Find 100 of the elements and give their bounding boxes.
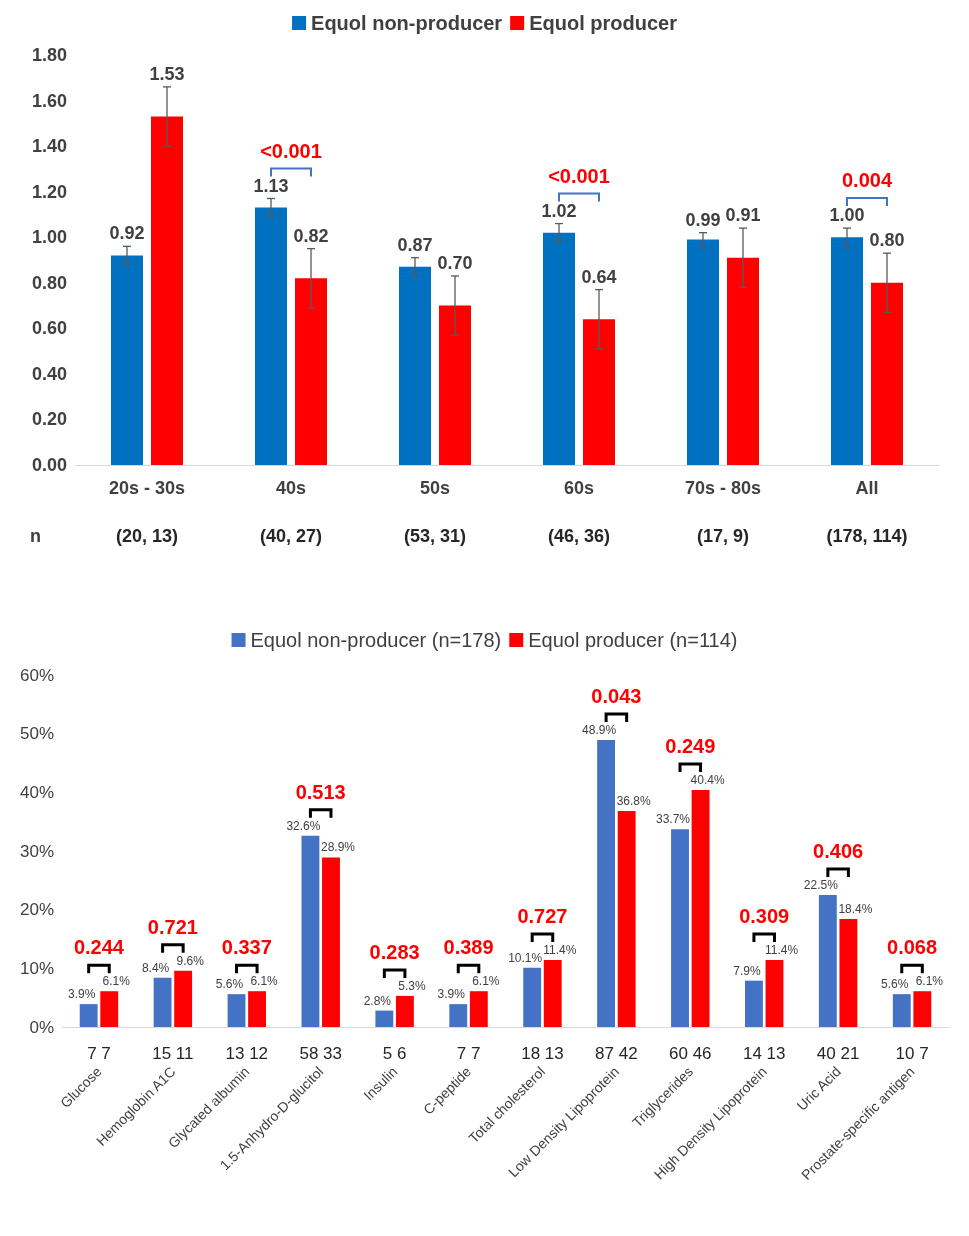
data-label: 0.80 [869,230,905,251]
annotation: <0.001 [548,164,610,187]
y-tick-label: 50% [19,724,54,744]
y-tick-label: 60% [19,665,54,685]
text: (178, 114) [826,526,908,546]
text: 15 11 [152,1044,194,1063]
y-tick-label: 1.20 [31,181,67,202]
bar [744,980,763,1027]
bar [831,237,863,465]
bar [395,995,414,1027]
bar [687,239,719,465]
data-label: 1.53 [149,63,185,84]
data-label: 5.3% [398,978,426,993]
annotation: 0.309 [739,905,790,928]
bar [871,282,903,465]
bar [174,970,193,1027]
y-tick-label: 1.60 [31,90,67,111]
annotation: 0.727 [517,905,568,928]
annotation: 0.043 [591,685,642,708]
text: 18 13 [521,1044,564,1063]
bar [248,991,267,1027]
y-tick-label: 20% [19,900,54,920]
annotation: 0.389 [443,936,494,959]
legend-label: Equol non-producer (n=178) [250,629,502,651]
data-label: 18.4% [838,902,873,917]
bar [839,919,858,1027]
x-tick-label: 70s - 80s [684,478,762,498]
bar [255,207,287,465]
bar [818,895,837,1027]
data-label: 3.9% [68,987,96,1002]
text: 14 13 [742,1044,786,1063]
bar [151,116,183,465]
text: (46, 36) [547,526,611,546]
bar [543,232,575,465]
bar [469,991,488,1027]
x-tick-label: 60s [563,478,595,498]
text: 7 7 [87,1044,111,1063]
data-label: 36.8% [616,794,651,809]
data-label: 1.13 [253,175,289,196]
y-tick-label: 0.80 [31,272,67,293]
bar [765,960,784,1027]
data-label: 1.02 [541,200,577,221]
text: n [30,526,41,546]
data-label: 0.99 [685,209,721,230]
bar [583,319,615,465]
x-tick-label: 50s [419,478,451,498]
bar [153,977,172,1027]
data-label: 0.92 [109,223,145,244]
data-label: 11.4% [543,943,577,958]
data-label: 28.9% [320,840,356,855]
bar [100,991,119,1027]
annotation: 0.004 [841,169,893,192]
text: (53, 31) [403,526,467,546]
y-tick-label: 0.20 [31,409,67,430]
text: 5 6 [382,1044,407,1063]
bar [543,960,562,1027]
annotation: 0.244 [73,936,125,959]
legend-label: Equol producer [529,12,678,34]
annotation: 0.068 [887,936,938,959]
data-label: 5.6% [215,977,244,992]
bar [671,829,689,1027]
data-label: 0.64 [581,266,617,287]
data-label: 10.1% [508,950,543,965]
data-label: 6.1% [472,974,500,989]
data-label: 40.4% [690,772,725,787]
bar [913,991,932,1027]
data-label: 0.87 [397,234,433,255]
bar [597,740,616,1027]
data-label: 33.7% [656,812,691,827]
bar [439,305,471,465]
bar [523,967,542,1027]
annotation: 0.337 [221,936,272,959]
bar [227,994,246,1027]
text: 40 21 [816,1044,860,1063]
data-label: 7.9% [733,963,761,978]
x-tick-label: All [855,478,879,498]
y-tick-label: 0% [29,1017,54,1037]
data-label: 6.1% [102,974,131,989]
data-label: 1.00 [829,205,865,226]
data-label: 48.9% [582,723,617,738]
bar [111,255,143,465]
x-tick-label: 20s - 30s [108,478,186,498]
text: 58 33 [299,1044,342,1063]
bar [295,278,327,465]
bar [892,994,911,1027]
data-label: 11.4% [764,943,799,958]
y-tick-label: 1.80 [31,45,67,65]
y-tick-label: 1.40 [31,136,67,157]
data-label: 0.82 [293,225,329,246]
annotation: 0.283 [369,940,420,963]
bar [617,811,636,1027]
text: 13 12 [225,1044,269,1063]
data-label: 2.8% [363,993,392,1008]
text: 10 7 [895,1044,929,1063]
annotation: <0.001 [260,139,322,162]
y-tick-label: 0.60 [31,318,67,339]
y-tick-label: 40% [19,782,54,802]
data-label: 8.4% [141,960,170,975]
text: (20, 13) [115,526,179,546]
data-label: 6.1% [250,974,279,989]
